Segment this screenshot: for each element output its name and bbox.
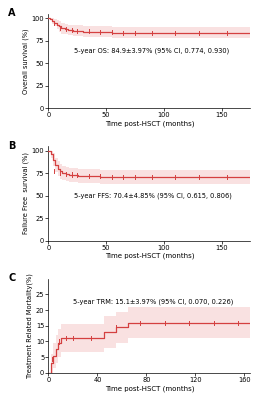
Text: A: A bbox=[8, 8, 16, 18]
X-axis label: Time post-HSCT (months): Time post-HSCT (months) bbox=[105, 253, 194, 259]
Text: B: B bbox=[8, 140, 16, 150]
Y-axis label: Overall survival (%): Overall survival (%) bbox=[23, 28, 29, 94]
Y-axis label: Treatment Related Mortality(%): Treatment Related Mortality(%) bbox=[26, 273, 33, 378]
X-axis label: Time post-HSCT (months): Time post-HSCT (months) bbox=[105, 120, 194, 127]
Text: 5-year TRM: 15.1±3.97% (95% CI, 0.070, 0.226): 5-year TRM: 15.1±3.97% (95% CI, 0.070, 0… bbox=[73, 299, 233, 305]
Text: 5-year OS: 84.9±3.97% (95% CI, 0.774, 0.930): 5-year OS: 84.9±3.97% (95% CI, 0.774, 0.… bbox=[74, 48, 229, 54]
X-axis label: Time post-HSCT (months): Time post-HSCT (months) bbox=[105, 385, 194, 392]
Text: C: C bbox=[8, 273, 15, 283]
Text: 5-year FFS: 70.4±4.85% (95% CI, 0.615, 0.806): 5-year FFS: 70.4±4.85% (95% CI, 0.615, 0… bbox=[74, 192, 232, 199]
Y-axis label: Failure Free  survival (%): Failure Free survival (%) bbox=[23, 152, 29, 234]
